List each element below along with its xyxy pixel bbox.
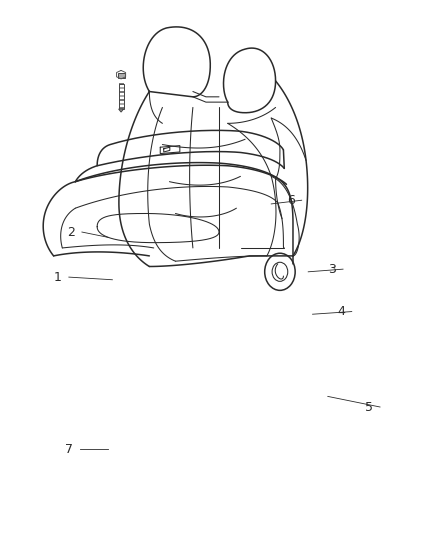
Bar (117, 74, 124, 78)
Bar (119, 91, 124, 93)
Bar (119, 84, 124, 109)
Polygon shape (119, 109, 124, 112)
Text: 4: 4 (337, 305, 345, 318)
Bar (119, 103, 124, 105)
Bar (119, 99, 124, 101)
Text: 1: 1 (54, 271, 62, 284)
Bar (119, 87, 124, 89)
Text: 2: 2 (67, 225, 75, 239)
Text: 7: 7 (65, 443, 73, 456)
Text: 6: 6 (287, 193, 295, 207)
Text: 3: 3 (328, 263, 336, 276)
Bar (119, 95, 124, 97)
Text: 5: 5 (365, 400, 373, 414)
Bar (119, 107, 124, 109)
Bar (119, 83, 124, 85)
